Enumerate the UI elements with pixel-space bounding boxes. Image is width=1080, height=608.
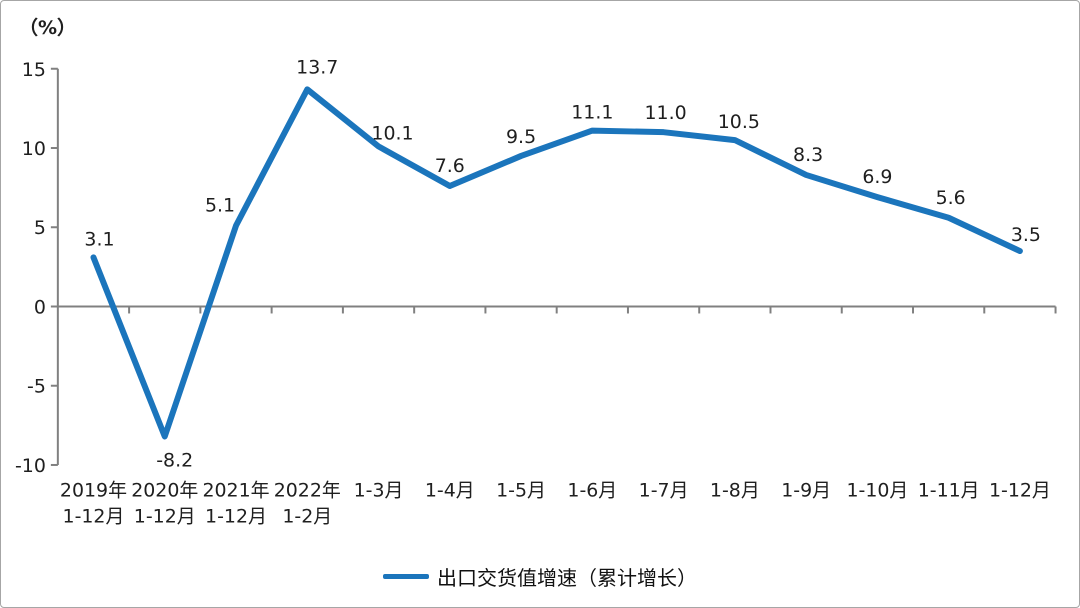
x-category-label: 2022年 1-2月 (274, 479, 341, 527)
x-category-label: 1-10月 (846, 479, 908, 501)
data-label: 5.1 (205, 195, 235, 217)
x-category-label: 1-5月 (496, 479, 546, 501)
y-tick-label: 10 (22, 138, 46, 160)
legend-label: 出口交货值增速（累计增长） (437, 566, 697, 590)
data-label: 10.5 (718, 111, 760, 133)
legend-line-marker (383, 574, 429, 579)
data-label: 10.1 (371, 122, 413, 144)
data-label: 11.1 (571, 102, 613, 124)
x-category-label: 1-8月 (710, 479, 760, 501)
series-line (90, 86, 1023, 440)
x-category-label: 1-12月 (989, 479, 1051, 501)
y-tick-label: 15 (22, 59, 46, 81)
data-label: -8.2 (156, 449, 193, 471)
y-tick-label: -10 (15, 455, 46, 477)
data-label: 9.5 (506, 126, 536, 148)
x-category-label: 1-3月 (354, 479, 404, 501)
data-label: 3.5 (1011, 224, 1041, 246)
x-category-label: 2020年 1-12月 (131, 479, 198, 527)
data-label: 6.9 (862, 166, 892, 188)
data-label: 7.6 (435, 155, 465, 177)
y-tick-label: -5 (27, 376, 46, 398)
data-label: 13.7 (296, 56, 338, 78)
data-label: 8.3 (793, 144, 823, 166)
x-category-label: 1-4月 (425, 479, 475, 501)
x-category-label: 2019年 1-12月 (60, 479, 127, 527)
legend: 出口交货值增速（累计增长） (1, 562, 1079, 591)
x-category-label: 1-6月 (567, 479, 617, 501)
data-label: 5.6 (936, 187, 966, 209)
data-label: 3.1 (84, 228, 114, 250)
x-category-label: 2021年 1-12月 (202, 479, 269, 527)
y-tick-label: 0 (34, 296, 46, 318)
y-tick-label: 5 (34, 217, 46, 239)
y-axis-unit-label: （%） (19, 17, 77, 39)
x-category-label: 1-9月 (781, 479, 831, 501)
x-category-label: 1-7月 (639, 479, 689, 501)
x-category-label: 1-11月 (918, 479, 980, 501)
data-label: 11.0 (645, 102, 687, 124)
